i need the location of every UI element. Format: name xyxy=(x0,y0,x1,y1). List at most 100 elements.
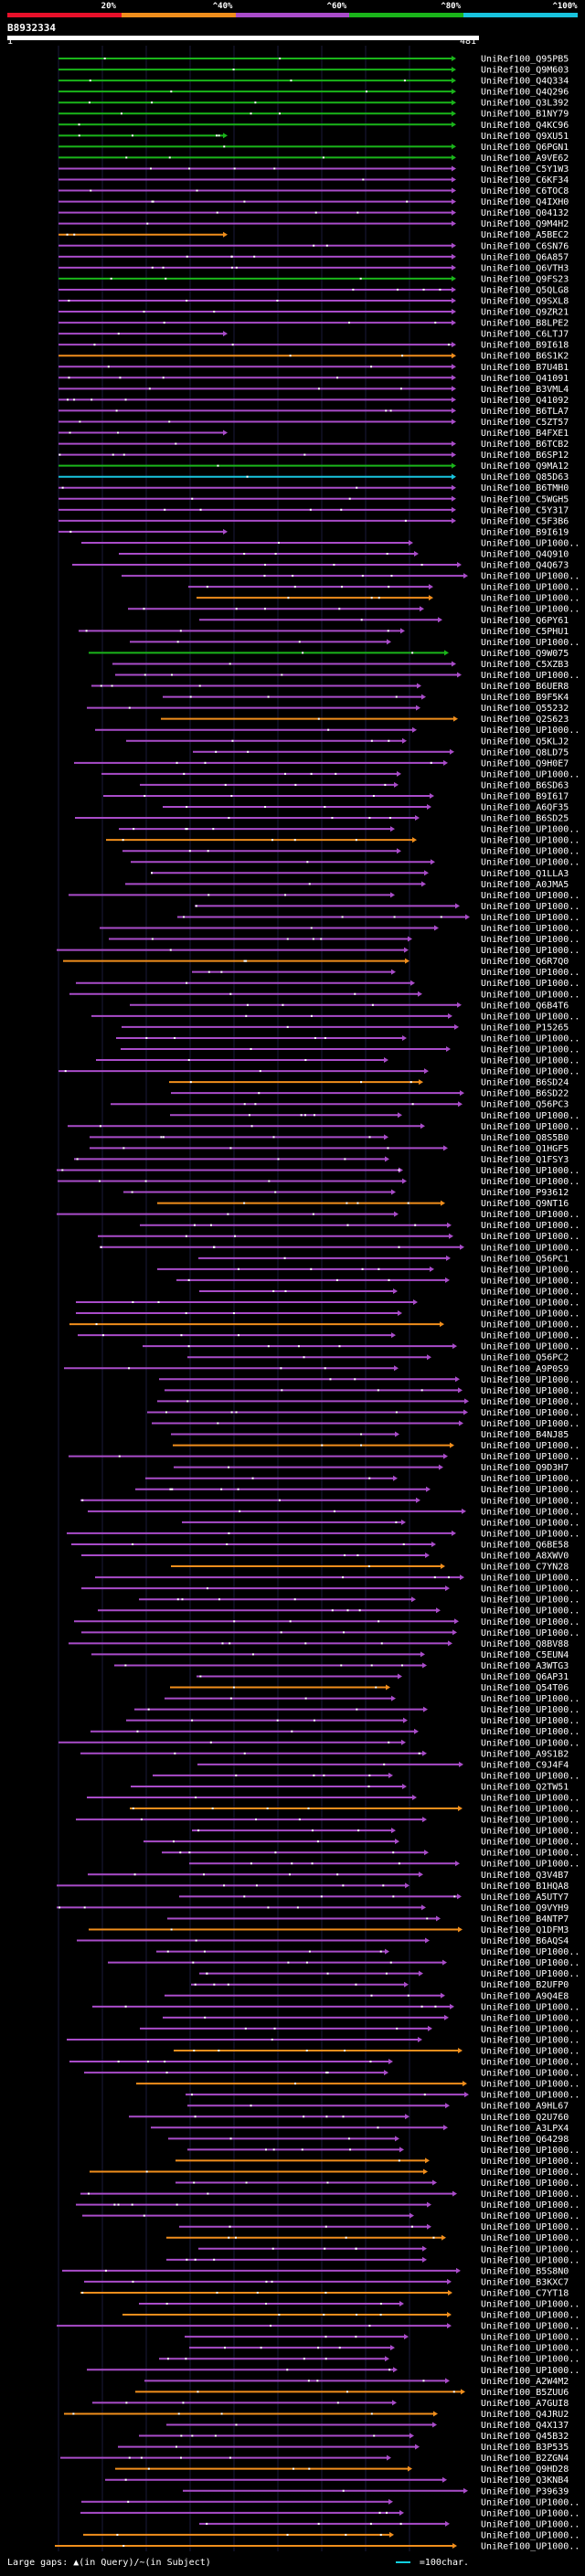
hit-label[interactable]: UniRef100_Q55232 xyxy=(481,704,569,714)
hit-label[interactable]: UniRef100_UP1000.. xyxy=(481,1606,580,1617)
hit-label[interactable]: UniRef100_UP1000.. xyxy=(481,979,580,989)
hit-label[interactable]: UniRef100_UP1000.. xyxy=(481,2300,580,2310)
hit-label[interactable]: UniRef100_B6TMH0 xyxy=(481,483,569,493)
hit-label[interactable]: UniRef100_A5BEC2 xyxy=(481,230,569,240)
hit-label[interactable]: UniRef100_Q2U760 xyxy=(481,2113,569,2123)
hit-label[interactable]: UniRef100_Q4Q673 xyxy=(481,561,569,571)
hit-label[interactable]: UniRef100_B6SP12 xyxy=(481,451,569,461)
hit-label[interactable]: UniRef100_UP1000.. xyxy=(481,1727,580,1737)
hit-label[interactable]: UniRef100_C6KF34 xyxy=(481,175,569,186)
hit-label[interactable]: UniRef100_UP1000.. xyxy=(481,1397,580,1407)
hit-label[interactable]: UniRef100_UP1000.. xyxy=(481,2146,580,2156)
hit-label[interactable]: UniRef100_B6S1K2 xyxy=(481,352,569,362)
hit-label[interactable]: UniRef100_UP1000.. xyxy=(481,2013,580,2023)
hit-label[interactable]: UniRef100_Q1LLA3 xyxy=(481,869,569,879)
hit-label[interactable]: UniRef100_Q4Q910 xyxy=(481,550,569,560)
hit-label[interactable]: UniRef100_A9HL67 xyxy=(481,2102,569,2112)
hit-label[interactable]: UniRef100_P39639 xyxy=(481,2486,569,2496)
hit-label[interactable]: UniRef100_Q2TW51 xyxy=(481,1782,569,1792)
hit-label[interactable]: UniRef100_UP1000.. xyxy=(481,1177,580,1187)
hit-label[interactable]: UniRef100_Q4Q334 xyxy=(481,77,569,87)
hit-label[interactable]: UniRef100_UP1000.. xyxy=(481,2058,580,2068)
hit-label[interactable]: UniRef100_B1HQA8 xyxy=(481,1882,569,1892)
hit-label[interactable]: UniRef100_Q9NT16 xyxy=(481,1199,569,1209)
hit-label[interactable]: UniRef100_C5XZB3 xyxy=(481,660,569,670)
hit-label[interactable]: UniRef100_Q9M4H2 xyxy=(481,219,569,229)
hit-label[interactable]: UniRef100_UP1000.. xyxy=(481,1694,580,1704)
hit-label[interactable]: UniRef100_UP1000.. xyxy=(481,1738,580,1748)
hit-label[interactable]: UniRef100_Q6B4T6 xyxy=(481,1001,569,1011)
hit-label[interactable]: UniRef100_Q9XU51 xyxy=(481,132,569,142)
hit-label[interactable]: UniRef100_UP1000.. xyxy=(481,605,580,615)
hit-label[interactable]: UniRef100_UP1000.. xyxy=(481,572,580,582)
hit-label[interactable]: UniRef100_Q9ZR21 xyxy=(481,308,569,318)
hit-label[interactable]: UniRef100_UP1000.. xyxy=(481,1793,580,1803)
hit-label[interactable]: UniRef100_UP1000.. xyxy=(481,1299,580,1309)
hit-label[interactable]: UniRef100_Q5KLJ2 xyxy=(481,737,569,747)
hit-label[interactable]: UniRef100_UP1000.. xyxy=(481,1518,580,1528)
hit-label[interactable]: UniRef100_UP1000.. xyxy=(481,583,580,593)
hit-label[interactable]: UniRef100_C6LTJ7 xyxy=(481,330,569,340)
hit-label[interactable]: UniRef100_A0JMA5 xyxy=(481,880,569,890)
hit-label[interactable]: UniRef100_UP1000.. xyxy=(481,2002,580,2012)
hit-label[interactable]: UniRef100_B6SD63 xyxy=(481,780,569,790)
hit-label[interactable]: UniRef100_UP1000.. xyxy=(481,769,580,779)
hit-label[interactable]: UniRef100_UP1000.. xyxy=(481,1375,580,1385)
hit-label[interactable]: UniRef100_UP1000.. xyxy=(481,1044,580,1055)
hit-label[interactable]: UniRef100_UP1000.. xyxy=(481,1232,580,1242)
hit-label[interactable]: UniRef100_UP1000.. xyxy=(481,1419,580,1429)
hit-label[interactable]: UniRef100_UP1000.. xyxy=(481,1265,580,1275)
hit-label[interactable]: UniRef100_UP1000.. xyxy=(481,2255,580,2265)
hit-label[interactable]: UniRef100_UP1000.. xyxy=(481,2311,580,2321)
hit-label[interactable]: UniRef100_Q9SXL8 xyxy=(481,296,569,306)
hit-label[interactable]: UniRef100_Q3KNB4 xyxy=(481,2475,569,2486)
hit-label[interactable]: UniRef100_UP1000.. xyxy=(481,2497,580,2507)
hit-label[interactable]: UniRef100_C5PHU1 xyxy=(481,627,569,637)
hit-label[interactable]: UniRef100_UP1000.. xyxy=(481,1474,580,1484)
hit-label[interactable]: UniRef100_UP1000.. xyxy=(481,2233,580,2243)
hit-label[interactable]: UniRef100_Q8BV88 xyxy=(481,1639,569,1649)
hit-label[interactable]: UniRef100_Q4JRU2 xyxy=(481,2410,569,2420)
hit-label[interactable]: UniRef100_Q64298 xyxy=(481,2135,569,2145)
hit-label[interactable]: UniRef100_A2W4M2 xyxy=(481,2377,569,2387)
hit-label[interactable]: UniRef100_UP1000.. xyxy=(481,1408,580,1418)
hit-label[interactable]: UniRef100_Q41091 xyxy=(481,374,569,384)
hit-label[interactable]: UniRef100_UP1000.. xyxy=(481,2080,580,2090)
hit-label[interactable]: UniRef100_Q9D3H7 xyxy=(481,1463,569,1473)
hit-label[interactable]: UniRef100_UP1000.. xyxy=(481,1771,580,1781)
hit-label[interactable]: UniRef100_B4NTP7 xyxy=(481,1914,569,1924)
hit-label[interactable]: UniRef100_B4FXE1 xyxy=(481,429,569,439)
hit-label[interactable]: UniRef100_B3VML4 xyxy=(481,385,569,395)
hit-label[interactable]: UniRef100_Q56PC1 xyxy=(481,1254,569,1264)
hit-label[interactable]: UniRef100_UP1000.. xyxy=(481,1342,580,1352)
hit-label[interactable]: UniRef100_UP1000.. xyxy=(481,2035,580,2045)
hit-label[interactable]: UniRef100_Q6AP31 xyxy=(481,1672,569,1682)
hit-label[interactable]: UniRef100_UP1000.. xyxy=(481,1221,580,1231)
hit-label[interactable]: UniRef100_B6SD22 xyxy=(481,1089,569,1099)
hit-label[interactable]: UniRef100_UP1000.. xyxy=(481,858,580,868)
hit-label[interactable]: UniRef100_UP1000.. xyxy=(481,891,580,901)
hit-label[interactable]: UniRef100_UP1000.. xyxy=(481,1574,580,1584)
hit-label[interactable]: UniRef100_UP1000.. xyxy=(481,1705,580,1715)
hit-label[interactable]: UniRef100_UP1000.. xyxy=(481,2508,580,2518)
hit-label[interactable]: UniRef100_UP1000.. xyxy=(481,726,580,736)
hit-label[interactable]: UniRef100_UP1000.. xyxy=(481,1243,580,1253)
hit-label[interactable]: UniRef100_UP1000.. xyxy=(481,538,580,548)
hit-label[interactable]: UniRef100_B9I617 xyxy=(481,791,569,801)
hit-label[interactable]: UniRef100_UP1000.. xyxy=(481,1166,580,1176)
hit-label[interactable]: UniRef100_B2ZGN4 xyxy=(481,2454,569,2464)
hit-label[interactable]: UniRef100_UP1000.. xyxy=(481,968,580,978)
hit-label[interactable]: UniRef100_UP1000.. xyxy=(481,1838,580,1848)
hit-label[interactable]: UniRef100_B6SD24 xyxy=(481,1078,569,1088)
hit-label[interactable]: UniRef100_P15265 xyxy=(481,1023,569,1033)
hit-label[interactable]: UniRef100_Q9VYH9 xyxy=(481,1903,569,1913)
hit-label[interactable]: UniRef100_UP1000.. xyxy=(481,1320,580,1330)
hit-label[interactable]: UniRef100_Q9MA12 xyxy=(481,461,569,472)
hit-label[interactable]: UniRef100_C5Y1W3 xyxy=(481,164,569,175)
hit-label[interactable]: UniRef100_UP1000.. xyxy=(481,1210,580,1220)
hit-label[interactable]: UniRef100_Q9HD28 xyxy=(481,2465,569,2475)
hit-label[interactable]: UniRef100_UP1000.. xyxy=(481,2541,580,2551)
hit-label[interactable]: UniRef100_Q41092 xyxy=(481,396,569,406)
hit-label[interactable]: UniRef100_UP1000.. xyxy=(481,924,580,934)
hit-label[interactable]: UniRef100_UP1000.. xyxy=(481,913,580,923)
